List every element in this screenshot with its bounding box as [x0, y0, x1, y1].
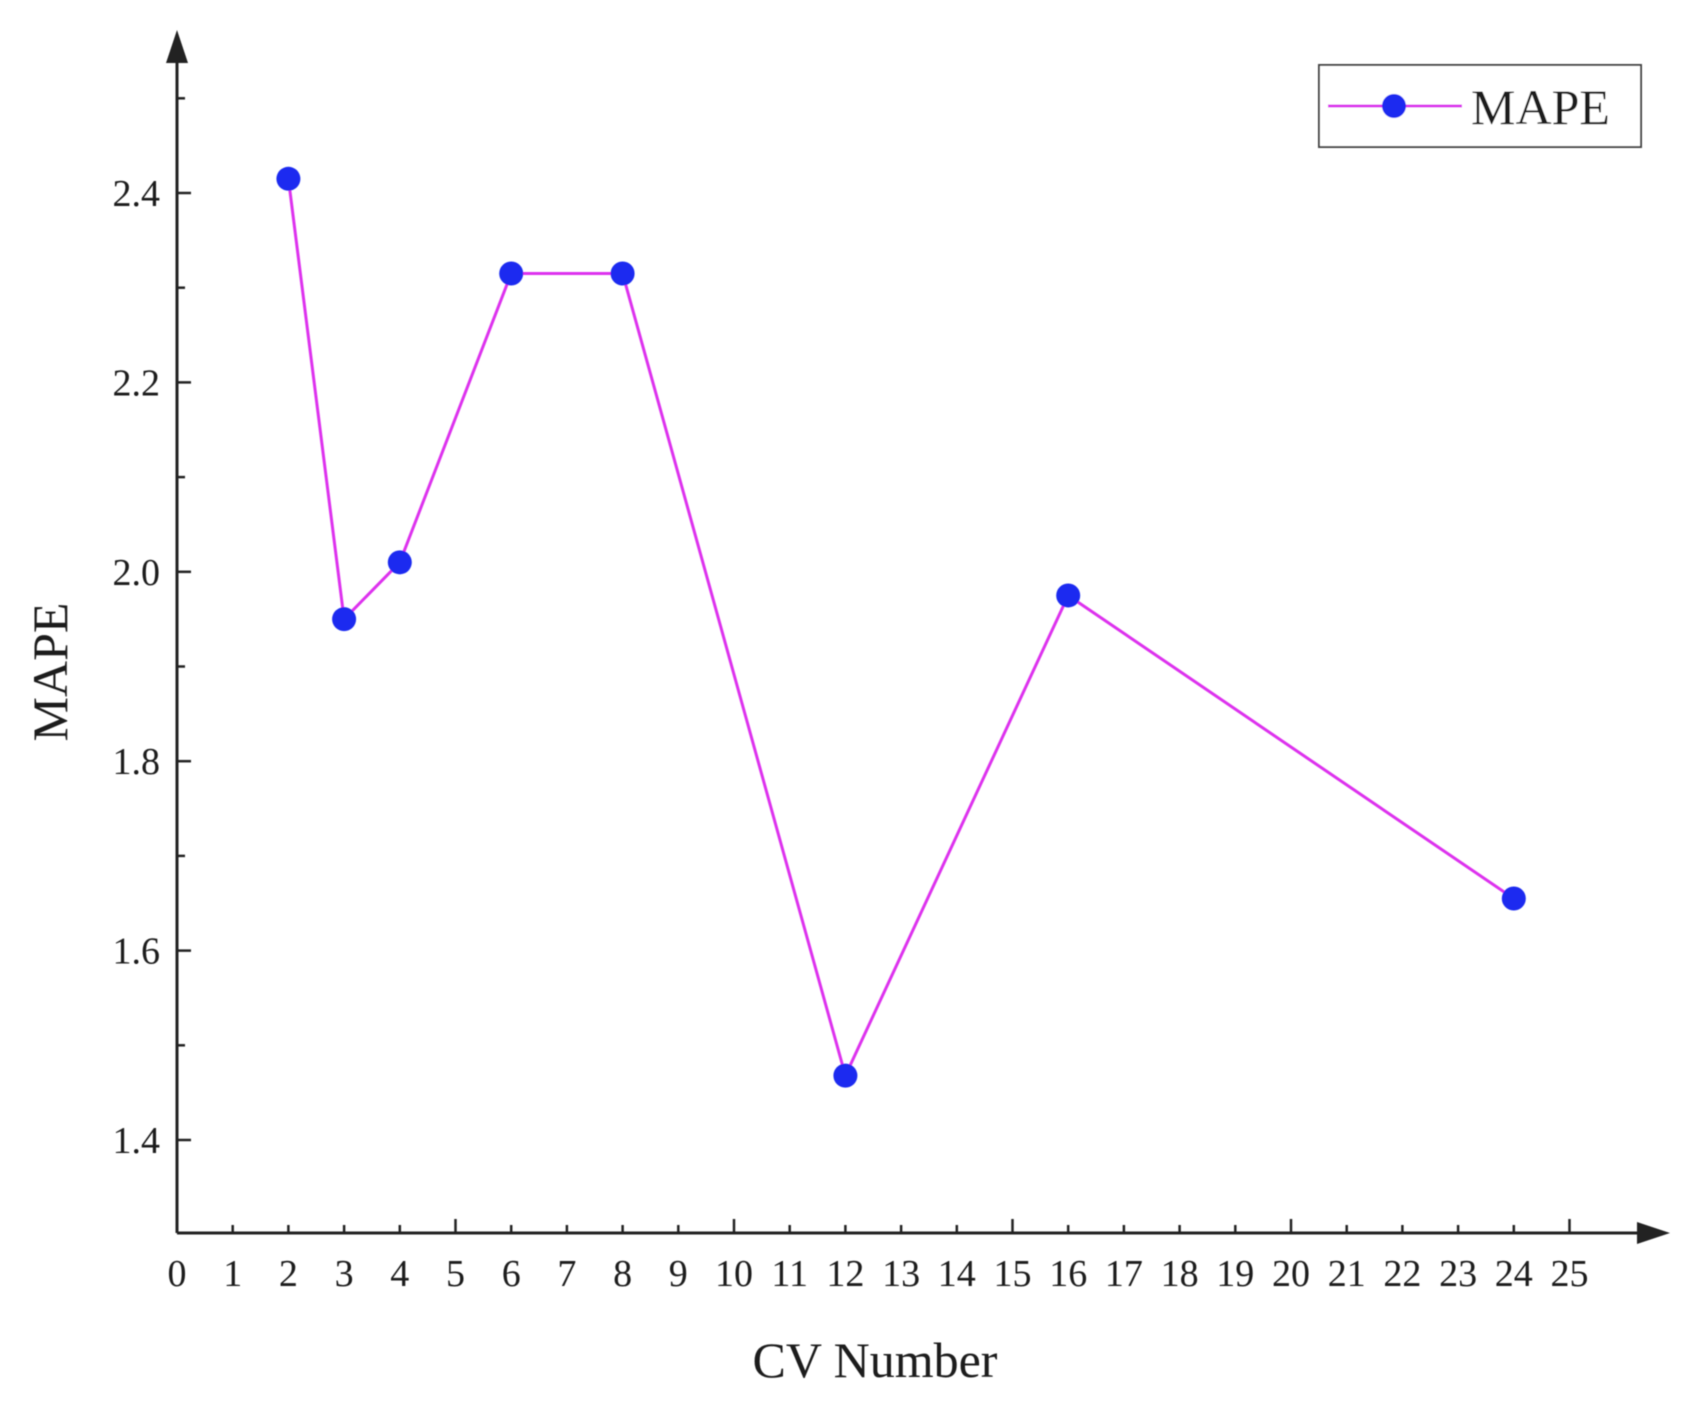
data-point-mape [387, 550, 412, 575]
x-tick-label: 8 [613, 1253, 632, 1295]
y-tick-label: 2.2 [113, 362, 161, 404]
y-tick-label: 1.4 [113, 1120, 161, 1162]
data-point-mape [610, 261, 635, 286]
y-axis-title: MAPE [22, 603, 78, 742]
x-tick-label: 21 [1328, 1253, 1366, 1295]
x-tick-label: 6 [502, 1253, 521, 1295]
x-axis-title: CV Number [753, 1332, 998, 1388]
x-tick-label: 10 [715, 1253, 753, 1295]
series-layer [276, 166, 1526, 1088]
x-tick-label: 12 [826, 1253, 864, 1295]
x-tick-label: 9 [669, 1253, 688, 1295]
y-tick-label: 2.4 [113, 173, 161, 215]
x-tick-label: 20 [1272, 1253, 1310, 1295]
x-tick-label: 0 [168, 1253, 187, 1295]
legend-marker-swatch [1382, 94, 1406, 118]
x-tick-label: 22 [1383, 1253, 1421, 1295]
x-tick-label: 2 [279, 1253, 298, 1295]
x-axis-ticks: 0 1 2 3 4 5 6 7 8 9 10 11 12 13 14 15 16 17 18 19 20 21 22 23 24… [168, 1219, 1589, 1295]
x-tick-label: 1 [223, 1253, 242, 1295]
y-tick-label: 1.8 [113, 741, 161, 783]
data-point-mape [1501, 886, 1526, 911]
x-tick-label: 24 [1495, 1253, 1533, 1295]
x-tick-label: 25 [1551, 1253, 1589, 1295]
x-tick-label: 11 [771, 1253, 808, 1295]
y-tick-label: 2.0 [113, 552, 161, 594]
chart-plot: 0 1 2 3 4 5 6 7 8 9 10 11 12 13 14 15 16 17 18 19 20 21 22 23 24… [22, 30, 1670, 1388]
x-tick-label: 23 [1439, 1253, 1477, 1295]
data-point-mape [1056, 583, 1081, 608]
x-tick-label: 13 [882, 1253, 920, 1295]
y-axis-ticks: 1.4 1.6 1.8 2.0 2.2 2.4 [113, 97, 191, 1162]
legend: MAPE [1318, 64, 1642, 148]
x-tick-label: 19 [1216, 1253, 1254, 1295]
data-point-mape [332, 607, 357, 632]
y-axis-arrow [166, 30, 188, 63]
x-tick-label: 15 [994, 1253, 1032, 1295]
x-tick-label: 4 [390, 1253, 409, 1295]
x-axis-arrow [1637, 1222, 1670, 1244]
legend-label: MAPE [1471, 79, 1610, 135]
x-tick-label: 5 [446, 1253, 465, 1295]
x-tick-label: 14 [938, 1253, 976, 1295]
x-tick-label: 18 [1161, 1253, 1199, 1295]
x-tick-label: 16 [1049, 1253, 1087, 1295]
data-point-mape [276, 166, 301, 191]
y-tick-label: 1.6 [113, 931, 161, 973]
x-tick-label: 3 [335, 1253, 354, 1295]
series-line-mape [286, 178, 1515, 1078]
x-tick-label: 17 [1105, 1253, 1143, 1295]
data-point-mape [833, 1063, 858, 1088]
x-tick-label: 7 [557, 1253, 576, 1295]
data-point-mape [499, 261, 524, 286]
